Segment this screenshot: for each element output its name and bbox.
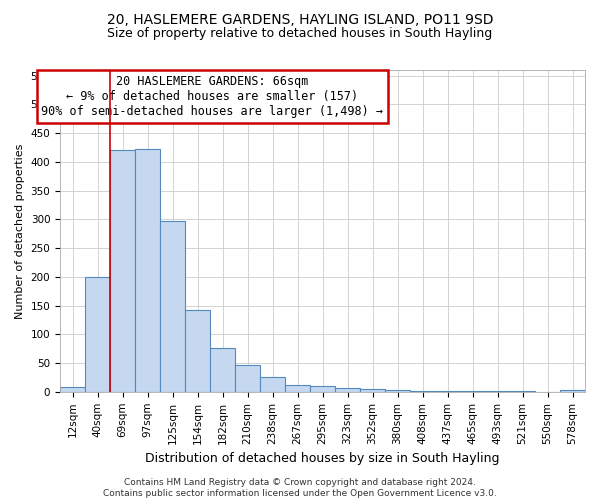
Y-axis label: Number of detached properties: Number of detached properties	[15, 143, 25, 318]
Bar	[60, 387, 85, 392]
Bar	[485, 391, 510, 392]
Bar	[135, 150, 160, 392]
Bar	[260, 378, 285, 392]
X-axis label: Distribution of detached houses by size in South Hayling: Distribution of detached houses by size …	[145, 452, 500, 465]
Bar	[310, 386, 335, 392]
Text: Contains HM Land Registry data © Crown copyright and database right 2024.
Contai: Contains HM Land Registry data © Crown c…	[103, 478, 497, 498]
Bar	[560, 390, 585, 392]
Bar	[385, 390, 410, 392]
Text: 20, HASLEMERE GARDENS, HAYLING ISLAND, PO11 9SD: 20, HASLEMERE GARDENS, HAYLING ISLAND, P…	[107, 12, 493, 26]
Bar	[185, 310, 210, 392]
Bar	[235, 365, 260, 392]
Text: 20 HASLEMERE GARDENS: 66sqm
← 9% of detached houses are smaller (157)
90% of sem: 20 HASLEMERE GARDENS: 66sqm ← 9% of deta…	[41, 75, 383, 118]
Text: Size of property relative to detached houses in South Hayling: Size of property relative to detached ho…	[107, 28, 493, 40]
Bar	[210, 348, 235, 392]
Bar	[435, 390, 460, 392]
Bar	[110, 150, 135, 392]
Bar	[460, 391, 485, 392]
Bar	[285, 385, 310, 392]
Bar	[410, 390, 435, 392]
Bar	[510, 391, 535, 392]
Bar	[335, 388, 360, 392]
Bar	[160, 220, 185, 392]
Bar	[85, 277, 110, 392]
Bar	[360, 389, 385, 392]
